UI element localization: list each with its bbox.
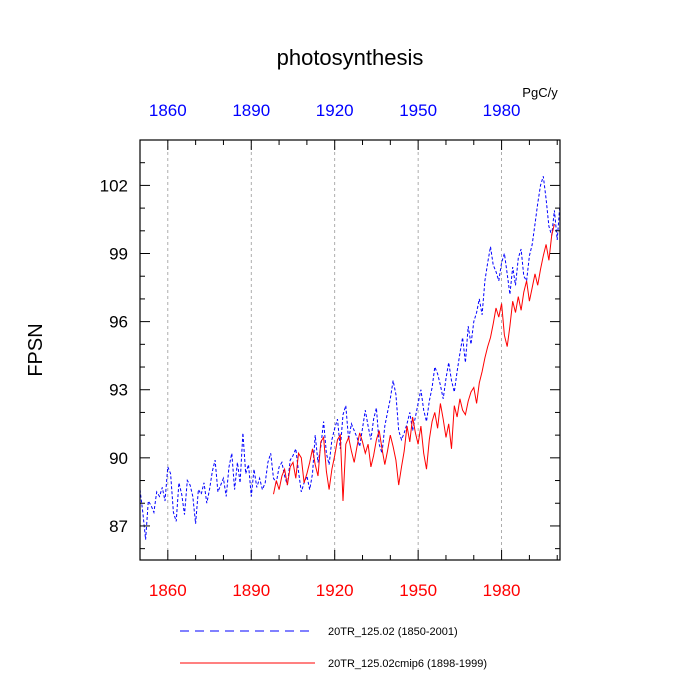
grid [167, 140, 502, 560]
legend-label-red: 20TR_125.02cmip6 (1898-1999) [328, 658, 487, 670]
y-tick-label: 93 [109, 381, 128, 400]
series-line-red [273, 223, 555, 502]
units-label: PgC/y [522, 85, 558, 100]
x-tick-label-top: 1860 [149, 101, 187, 120]
legend-label-blue: 20TR_125.02 (1850-2001) [328, 626, 458, 638]
axes: 87 90 93 96 99 102 1860 1860 1890 1890 1920 1920 195… [100, 101, 560, 600]
x-tick-label-bottom: 1920 [316, 581, 354, 600]
x-tick-label-bottom: 1890 [232, 581, 270, 600]
y-axis-label: FPSN [25, 323, 47, 376]
x-tick-label-top: 1950 [399, 101, 437, 120]
x-tick-label-bottom: 1860 [149, 581, 187, 600]
y-tick-label: 90 [109, 449, 128, 468]
x-tick-label-top: 1980 [483, 101, 521, 120]
x-tick-label-top: 1920 [316, 101, 354, 120]
series-line-blue [139, 176, 561, 540]
x-tick-label-bottom: 1980 [483, 581, 521, 600]
plot-frame [139, 139, 561, 561]
chart-title: photosynthesis [277, 45, 424, 70]
x-tick-label-bottom: 1950 [399, 581, 437, 600]
legend: 20TR_125.02 (1850-2001) 20TR_125.02cmip6… [180, 626, 487, 670]
series-layer [139, 176, 561, 540]
x-tick-label-top: 1890 [232, 101, 270, 120]
y-tick-label: 99 [109, 245, 128, 264]
y-tick-label: 96 [109, 313, 128, 332]
y-tick-label: 87 [109, 517, 128, 536]
y-tick-label: 102 [100, 176, 128, 195]
